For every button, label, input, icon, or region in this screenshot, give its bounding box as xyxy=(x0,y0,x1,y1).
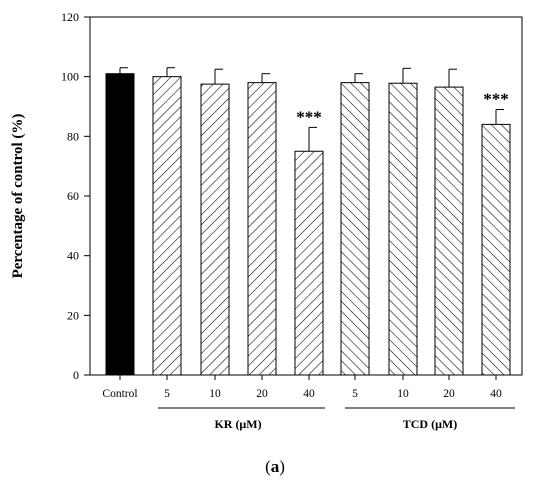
y-tick-label: 100 xyxy=(61,70,79,84)
significance-marker: *** xyxy=(483,89,509,108)
y-tick-label: 60 xyxy=(67,189,79,203)
x-category-label: Control xyxy=(102,388,137,400)
bar-control xyxy=(105,73,135,376)
kr-group-label: KR (μM) xyxy=(214,417,261,431)
bar xyxy=(247,82,277,376)
x-category-label: 5 xyxy=(352,388,358,400)
x-category-label: 10 xyxy=(209,388,221,400)
error-bars xyxy=(119,67,504,152)
x-category-label: 20 xyxy=(256,388,268,400)
y-tick-label: 20 xyxy=(67,308,79,322)
significance-marker: *** xyxy=(296,107,322,126)
y-tick-label: 40 xyxy=(67,249,79,263)
x-category-label: 40 xyxy=(303,388,315,400)
y-tick-label: 80 xyxy=(67,129,79,143)
bar xyxy=(481,123,511,376)
y-tick-label: 0 xyxy=(73,368,79,382)
bar xyxy=(294,150,324,376)
panel-label: (a) xyxy=(265,457,285,476)
y-axis-ticks: 0 20 40 60 80 100 120 xyxy=(61,10,90,382)
x-category-label: 5 xyxy=(164,388,170,400)
significance-markers: *** *** xyxy=(296,89,509,126)
bar xyxy=(152,76,182,376)
y-tick-label: 120 xyxy=(61,10,79,24)
x-axis-category-labels: Control 5 10 20 40 5 10 20 40 xyxy=(102,375,502,400)
bar xyxy=(200,83,230,376)
tcd-group-label: TCD (μM) xyxy=(403,417,457,431)
bar xyxy=(388,82,418,376)
x-category-label: 40 xyxy=(490,388,502,400)
bar xyxy=(434,86,464,376)
x-category-label: 20 xyxy=(443,388,455,400)
x-category-label: 10 xyxy=(397,388,409,400)
bar xyxy=(340,82,370,376)
y-axis-label: Percentage of control (%) xyxy=(10,114,26,279)
